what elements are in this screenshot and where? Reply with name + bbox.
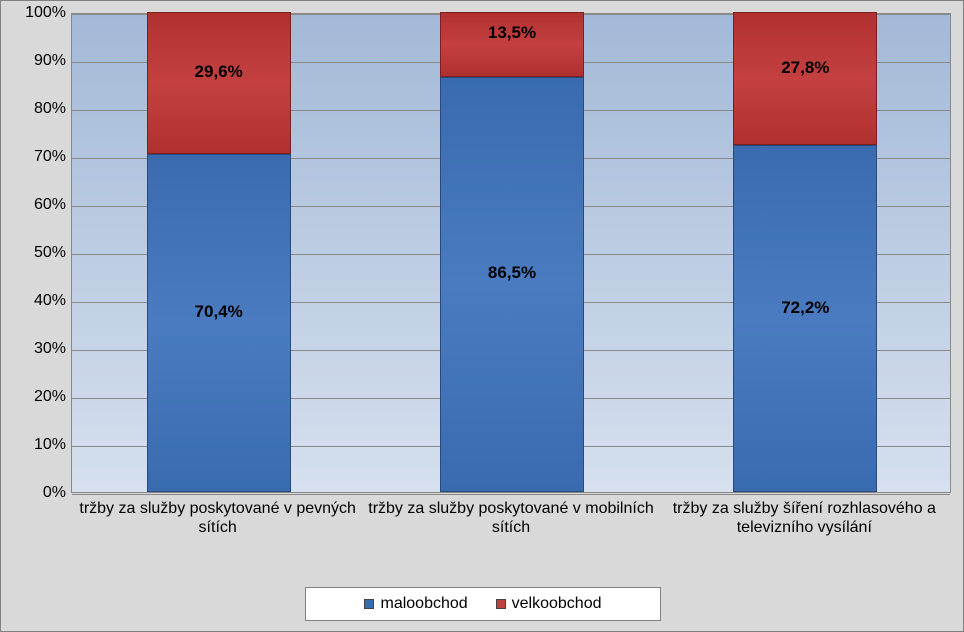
data-label: 72,2%: [733, 298, 877, 318]
bar-group: 70,4% 29,6%: [147, 12, 291, 492]
plot-area: 70,4% 29,6% 86,5% 13,5% 72,2% 27,8%: [71, 13, 951, 493]
bar-segment-velkoobchod: [733, 12, 877, 145]
x-axis-label: tržby za služby poskytované v pevných sí…: [71, 499, 364, 537]
legend-item-maloobchod: maloobchod: [364, 595, 467, 613]
legend: maloobchod velkoobchod: [305, 587, 661, 621]
y-tick-label: 10%: [11, 436, 66, 454]
data-label: 13,5%: [440, 23, 584, 43]
y-tick-label: 20%: [11, 388, 66, 406]
data-label: 86,5%: [440, 263, 584, 283]
bar-segment-velkoobchod: [440, 12, 584, 77]
y-tick-label: 80%: [11, 100, 66, 118]
data-label: 70,4%: [147, 302, 291, 322]
bar-segment-velkoobchod: [147, 12, 291, 154]
y-tick-label: 30%: [11, 340, 66, 358]
y-tick-label: 40%: [11, 292, 66, 310]
chart-container: 70,4% 29,6% 86,5% 13,5% 72,2% 27,8% 0% 10% 20% 3…: [0, 0, 964, 632]
x-axis-label: tržby za služby poskytované v mobilních …: [364, 499, 657, 537]
bar-segment-maloobchod: [733, 145, 877, 492]
bar-segment-maloobchod: [147, 154, 291, 492]
legend-label-velkoobchod: velkoobchod: [512, 595, 602, 613]
y-axis: 0%10%20%30%40%50%60%70%80%90%100%: [11, 13, 66, 493]
data-label: 29,6%: [147, 62, 291, 82]
legend-label-maloobchod: maloobchod: [380, 595, 467, 613]
y-tick-label: 60%: [11, 196, 66, 214]
legend-swatch-red: [496, 599, 506, 609]
y-tick-label: 100%: [11, 4, 66, 22]
bar-segment-maloobchod: [440, 77, 584, 492]
bars-layer: 70,4% 29,6% 86,5% 13,5% 72,2% 27,8%: [72, 14, 950, 492]
x-axis-label: tržby za služby šíření rozhlasového a te…: [658, 499, 951, 537]
legend-swatch-blue: [364, 599, 374, 609]
y-tick-label: 50%: [11, 244, 66, 262]
y-tick-label: 0%: [11, 484, 66, 502]
bar-group: 72,2% 27,8%: [733, 12, 877, 492]
bar-group: 86,5% 13,5%: [440, 12, 584, 492]
y-tick-label: 90%: [11, 52, 66, 70]
data-label: 27,8%: [733, 58, 877, 78]
legend-item-velkoobchod: velkoobchod: [496, 595, 602, 613]
y-tick-label: 70%: [11, 148, 66, 166]
gridline: [72, 494, 950, 495]
